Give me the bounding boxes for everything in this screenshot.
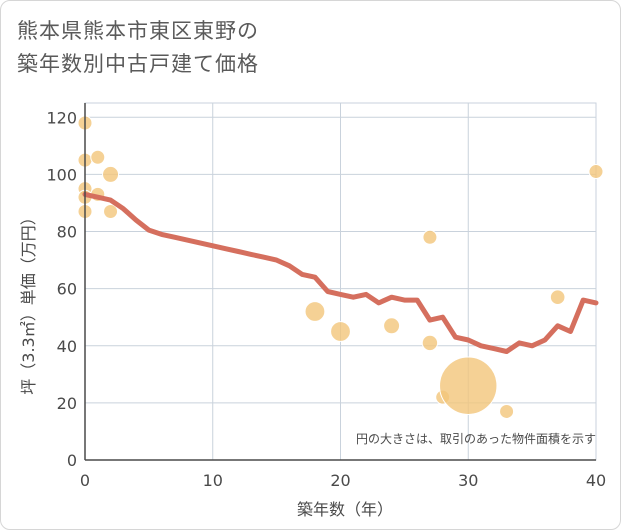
x-tick-label: 30 <box>458 471 478 490</box>
x-axis-label: 築年数（年） <box>297 500 393 519</box>
y-tick-label: 80 <box>57 223 77 242</box>
y-tick-label: 120 <box>46 108 77 127</box>
average-price-line <box>82 191 599 354</box>
chart-title-line-2: 築年数別中古戸建て価格 <box>17 52 259 76</box>
y-tick-label: 60 <box>57 280 77 299</box>
chart-title-line-1: 熊本県熊本市東区東野の <box>17 19 259 43</box>
y-tick-label: 100 <box>46 165 77 184</box>
scatter-point <box>439 356 498 415</box>
scatter-point <box>102 165 120 183</box>
y-tick-label: 0 <box>67 451 77 470</box>
size-annotation: 円の大きさは、取引のあった物件面積を示す <box>356 431 596 446</box>
scatter-point <box>330 321 351 342</box>
y-axis-label: 坪（3.3㎡）単価（万円） <box>19 209 38 394</box>
scatter-point <box>549 289 566 306</box>
scatter-point <box>103 204 119 220</box>
x-tick-label: 0 <box>80 471 90 490</box>
average-line <box>82 191 599 354</box>
scatter-point <box>90 149 106 165</box>
scatter-point <box>383 317 401 335</box>
x-tick-label: 20 <box>330 471 350 490</box>
scatter-point <box>421 334 439 352</box>
scatter-point <box>304 301 326 322</box>
y-tick-label: 20 <box>57 394 77 413</box>
grid-lines <box>84 102 597 461</box>
scatter-points <box>77 115 604 419</box>
axes: 0 20 40 60 80 100 120 0 10 20 30 40 <box>46 103 606 490</box>
y-tick-label: 40 <box>57 337 77 356</box>
scatter-point <box>499 403 515 419</box>
x-tick-label: 40 <box>586 471 606 490</box>
chart-title: 熊本県熊本市東区東野の 築年数別中古戸建て価格 <box>17 15 259 81</box>
x-tick-label: 10 <box>203 471 223 490</box>
scatter-point <box>422 229 438 245</box>
scatter-point <box>588 164 604 180</box>
